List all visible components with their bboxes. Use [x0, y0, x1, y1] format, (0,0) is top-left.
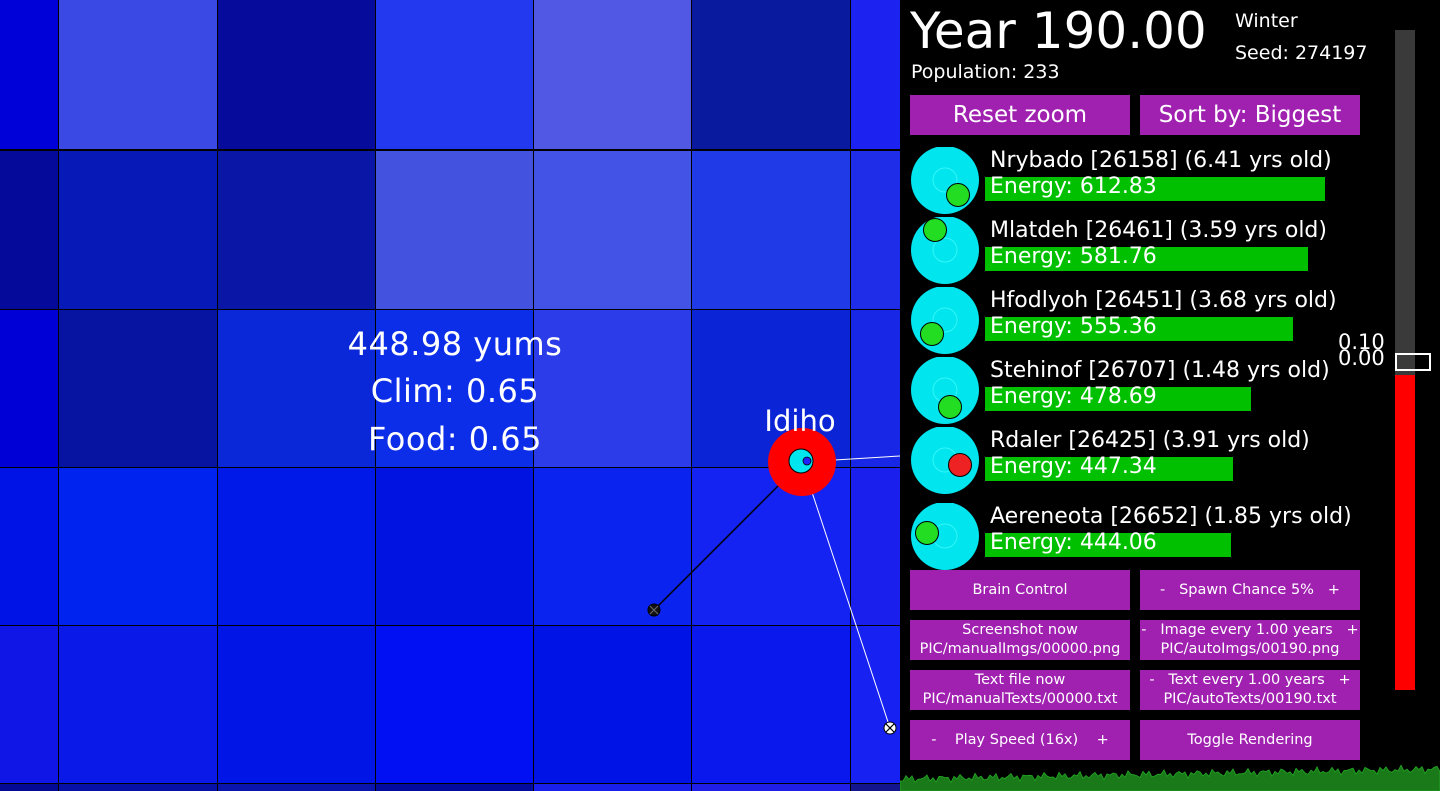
- slider-label-bottom: 0.00: [1338, 346, 1385, 370]
- creature-energy-label: Energy: 444.06: [990, 530, 1157, 555]
- control-panel: Year 190.00 Population: 233 Winter Seed:…: [900, 0, 1440, 791]
- creature-list-item[interactable]: Nrybado [26158] (6.41 yrs old) Energy: 61…: [910, 147, 1380, 217]
- creature-vision-line: [801, 461, 891, 729]
- world-tile[interactable]: [0, 150, 60, 310]
- text-interval-control[interactable]: - Text every 1.00 years + PIC/autoTexts/…: [1140, 670, 1360, 710]
- creature-avatar: [911, 427, 979, 494]
- play-speed-control[interactable]: - Play Speed (16x) +: [910, 720, 1130, 760]
- creature-avatar: [911, 503, 979, 570]
- world-tile[interactable]: [217, 0, 377, 150]
- slider-fill: [1395, 375, 1415, 690]
- text-file-now-label: Text file now: [974, 672, 1066, 688]
- world-tile[interactable]: [0, 625, 60, 785]
- energy-bar: [985, 533, 1231, 557]
- world-tile[interactable]: [850, 0, 900, 150]
- energy-bar: [985, 457, 1233, 481]
- tile-yums-label: 448.98 yums: [347, 325, 563, 363]
- world-tile[interactable]: [850, 625, 900, 785]
- world-tile[interactable]: [533, 625, 693, 785]
- world-tile[interactable]: [58, 625, 218, 785]
- text-interval-label: - Text every 1.00 years +: [1149, 672, 1351, 688]
- world-tile[interactable]: [375, 150, 535, 310]
- world-tile[interactable]: [217, 309, 377, 469]
- world-tile[interactable]: [691, 625, 851, 785]
- population-graph: [900, 764, 1440, 791]
- creature-avatar: [911, 357, 979, 424]
- slider-handle[interactable]: [1395, 353, 1431, 371]
- world-tile[interactable]: [58, 0, 218, 150]
- population-trace: [900, 764, 1440, 791]
- world-tile[interactable]: [850, 467, 900, 627]
- world-tile[interactable]: [533, 467, 693, 627]
- toggle-rendering-button[interactable]: Toggle Rendering: [1140, 720, 1360, 760]
- world-tile[interactable]: [58, 467, 218, 627]
- creature-overlay: [647, 428, 900, 735]
- creature-list-item[interactable]: Rdaler [26425] (3.91 yrs old) Energy: 447…: [910, 427, 1380, 497]
- world-tile[interactable]: [691, 150, 851, 310]
- brain-control-button[interactable]: Brain Control: [910, 570, 1130, 610]
- world-tile[interactable]: [375, 0, 535, 150]
- screenshot-now-button[interactable]: Screenshot now PIC/manualImgs/00000.png: [910, 620, 1130, 660]
- world-tile[interactable]: [217, 625, 377, 785]
- creature-list-item[interactable]: Aereneota [26652] (1.85 yrs old) Energy: …: [910, 503, 1380, 573]
- spawn-chance-control[interactable]: - Spawn Chance 5% +: [1140, 570, 1360, 610]
- world-tile[interactable]: [533, 309, 693, 469]
- energy-bar: [985, 177, 1325, 201]
- seed-display: Seed: 274197: [1235, 42, 1368, 64]
- world-tile[interactable]: [0, 309, 60, 469]
- screenshot-path: PIC/manualImgs/00000.png: [919, 641, 1121, 657]
- creature-energy-label: Energy: 478.69: [990, 384, 1157, 409]
- population-display: Population: 233: [911, 61, 1060, 83]
- world-tile[interactable]: [850, 150, 900, 310]
- year-display: Year 190.00: [910, 2, 1207, 60]
- creature-avatar: [911, 217, 979, 284]
- energy-bar: [985, 387, 1251, 411]
- world-tile[interactable]: [850, 309, 900, 469]
- creature-name-label: Nrybado [26158] (6.41 yrs old): [990, 148, 1332, 173]
- world-view[interactable]: 448.98 yums Clim: 0.65 Food: 0.65 Idiho: [0, 0, 900, 791]
- world-tile[interactable]: [217, 467, 377, 627]
- creature-name-label: Aereneota [26652] (1.85 yrs old): [990, 504, 1352, 529]
- world-tile[interactable]: [0, 467, 60, 627]
- creature-energy-label: Energy: 447.34: [990, 454, 1157, 479]
- creature-avatar: [911, 147, 979, 214]
- text-interval-path: PIC/autoTexts/00190.txt: [1163, 691, 1337, 707]
- season-display: Winter: [1235, 10, 1298, 32]
- creature-energy-label: Energy: 555.36: [990, 314, 1157, 339]
- creature-energy-label: Energy: 581.76: [990, 244, 1157, 269]
- tile-food-label: Food: 0.65: [368, 420, 542, 458]
- energy-bar: [985, 317, 1293, 341]
- creature-energy-label: Energy: 612.83: [990, 174, 1157, 199]
- creature-name-label: Rdaler [26425] (3.91 yrs old): [990, 428, 1310, 453]
- slider-label-top: 0.10: [1338, 330, 1385, 354]
- screenshot-now-label: Screenshot now: [962, 622, 1078, 638]
- selected-creature-name: Idiho: [764, 404, 836, 438]
- creature-name-label: Hfodlyoh [26451] (3.68 yrs old): [990, 288, 1337, 313]
- creature-list-item[interactable]: Hfodlyoh [26451] (3.68 yrs old) Energy: 5…: [910, 287, 1380, 357]
- world-tile[interactable]: [375, 309, 535, 469]
- world-tile[interactable]: [850, 783, 900, 791]
- text-file-path: PIC/manualTexts/00000.txt: [922, 691, 1118, 707]
- world-tile[interactable]: [533, 150, 693, 310]
- world-tile[interactable]: [217, 150, 377, 310]
- creature-vision-line: [653, 461, 803, 611]
- selected-creature[interactable]: [768, 428, 836, 496]
- world-tile[interactable]: [58, 150, 218, 310]
- sort-by-button[interactable]: Sort by: Biggest: [1140, 95, 1360, 135]
- text-file-now-button[interactable]: Text file now PIC/manualTexts/00000.txt: [910, 670, 1130, 710]
- world-tile[interactable]: [58, 309, 218, 469]
- creature-list-item[interactable]: Mlatdeh [26461] (3.59 yrs old) Energy: 58…: [910, 217, 1380, 287]
- world-tile[interactable]: [533, 0, 693, 150]
- tile-climate-label: Clim: 0.65: [370, 372, 540, 410]
- creature-name-label: Mlatdeh [26461] (3.59 yrs old): [990, 218, 1327, 243]
- creature-avatar: [911, 287, 979, 354]
- reset-zoom-button[interactable]: Reset zoom: [910, 95, 1130, 135]
- image-interval-control[interactable]: - Image every 1.00 years + PIC/autoImgs/…: [1140, 620, 1360, 660]
- energy-bar: [985, 247, 1308, 271]
- image-interval-path: PIC/autoImgs/00190.png: [1160, 641, 1340, 657]
- creature-name-label: Stehinof [26707] (1.48 yrs old): [990, 358, 1330, 383]
- image-interval-label: - Image every 1.00 years +: [1141, 622, 1359, 638]
- creature-list-item[interactable]: Stehinof [26707] (1.48 yrs old) Energy: 4…: [910, 357, 1380, 427]
